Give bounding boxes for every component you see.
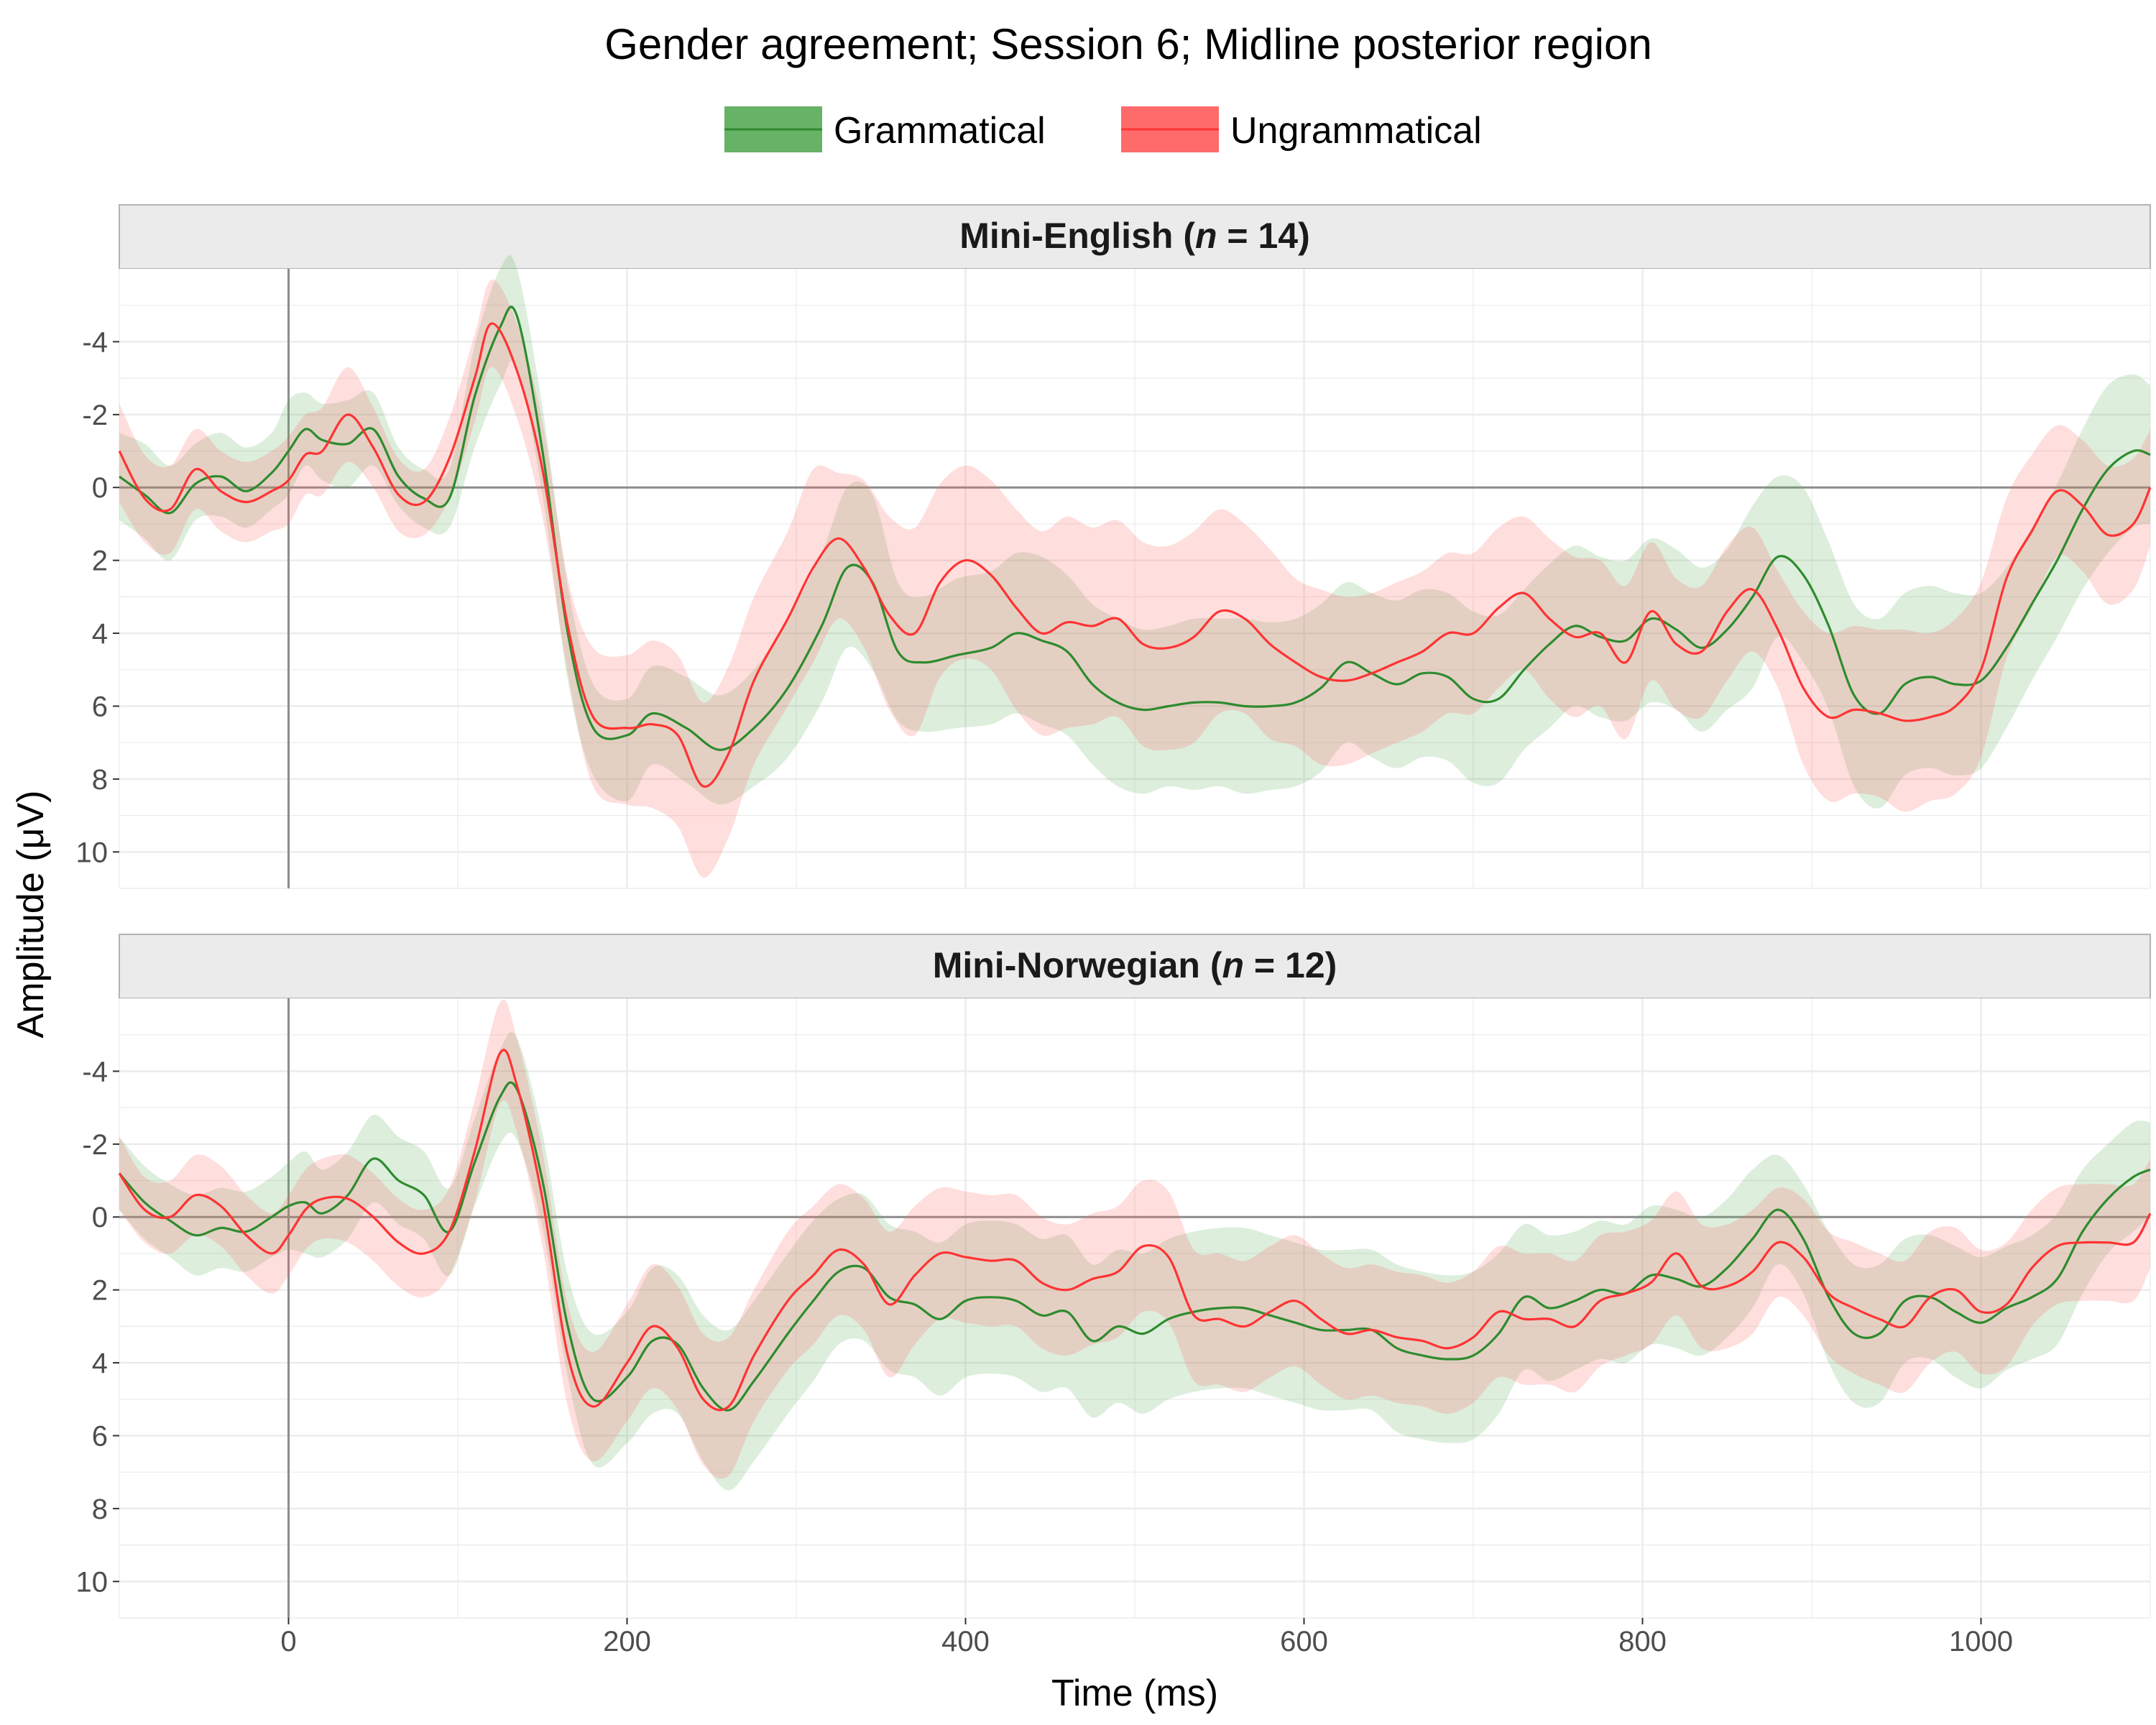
line-grammatical	[119, 305, 2151, 751]
ribbon-ungrammatical	[119, 999, 2150, 1479]
y-tick-label: 4	[92, 1348, 108, 1379]
x-tick-label: 200	[603, 1626, 651, 1657]
line-grammatical	[118, 1081, 2151, 1412]
strip-label-mini-english: Mini-English (n = 14)	[959, 216, 1310, 256]
y-tick-label: -4	[82, 326, 108, 358]
y-tick-label: 8	[92, 1494, 108, 1525]
line-ungrammatical	[118, 1049, 2152, 1412]
strip-label-mini-norwegian: Mini-Norwegian (n = 12)	[933, 945, 1337, 985]
strip-suffix: = 14)	[1217, 216, 1310, 256]
y-tick-label: 6	[92, 1420, 108, 1452]
legend-label-ungrammatical: Ungrammatical	[1230, 110, 1482, 152]
plot-area-mini-norwegian: -4 -2 0 2 4 6 8 10	[76, 998, 2152, 1619]
legend: Grammatical Ungrammatical	[724, 106, 1482, 152]
y-tick-label: -2	[82, 1129, 108, 1161]
ribbon-grammatical	[119, 254, 2150, 809]
y-tick-label: -4	[82, 1056, 108, 1087]
x-tick-label: 0	[280, 1626, 296, 1657]
panel-mini-english: Mini-English (n = 14) -4 -2 0 2 4 6 8 10	[76, 204, 2152, 889]
y-tick-label: 0	[92, 1202, 108, 1233]
strip-prefix: Mini-Norwegian (	[933, 945, 1222, 985]
y-tick-label: 2	[92, 1275, 108, 1307]
strip-prefix: Mini-English (	[959, 216, 1195, 256]
y-tick-label: 0	[92, 472, 108, 504]
x-tick-label: 800	[1618, 1626, 1667, 1657]
x-tick-label: 600	[1280, 1626, 1328, 1657]
y-tick-label: 10	[76, 837, 109, 868]
chart-title: Gender agreement; Session 6; Midline pos…	[604, 20, 1651, 68]
x-axis: 0 200 400 600 800 1000	[280, 1618, 2013, 1657]
strip-suffix: = 12)	[1244, 945, 1337, 985]
panel-mini-norwegian: Mini-Norwegian (n = 12) -4 -2 0 2 4 6 8 10	[76, 934, 2152, 1619]
strip-n: n	[1195, 216, 1217, 256]
y-tick-label: 2	[92, 546, 108, 577]
y-tick-label: 8	[92, 764, 108, 796]
y-tick-label: 10	[76, 1566, 109, 1598]
y-tick-label: -2	[82, 400, 108, 431]
y-axis-title: Amplitude (μV)	[10, 791, 52, 1039]
y-tick-label: 6	[92, 691, 108, 722]
x-tick-label: 1000	[1949, 1626, 2013, 1657]
plot-area-mini-english: -4 -2 0 2 4 6 8 10	[76, 254, 2152, 889]
strip-mini-norwegian	[119, 934, 2151, 999]
x-axis-title: Time (ms)	[1051, 1673, 1218, 1714]
strip-n: n	[1222, 945, 1244, 985]
y-tick-label: 4	[92, 618, 108, 650]
legend-label-grammatical: Grammatical	[834, 110, 1046, 152]
line-ungrammatical	[118, 322, 2152, 788]
strip-mini-english	[119, 204, 2151, 270]
x-tick-label: 400	[941, 1626, 990, 1657]
